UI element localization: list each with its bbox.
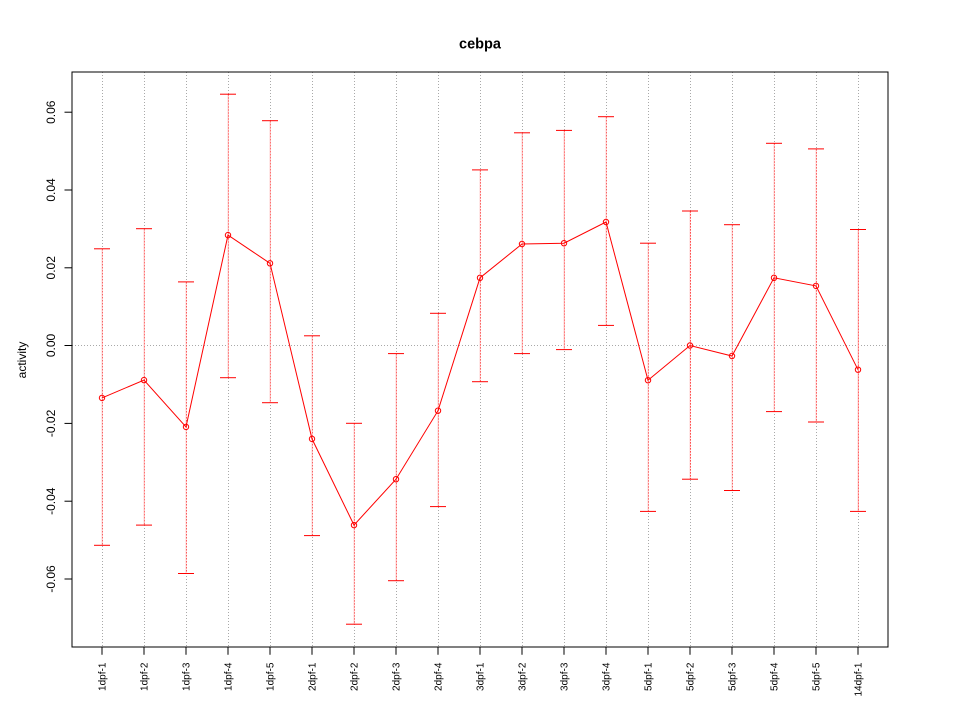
svg-text:5dpf-3: 5dpf-3 — [728, 662, 739, 691]
svg-text:0.00: 0.00 — [44, 333, 58, 357]
svg-text:5dpf-4: 5dpf-4 — [770, 662, 781, 691]
svg-text:3dpf-2: 3dpf-2 — [518, 662, 529, 691]
svg-text:2dpf-3: 2dpf-3 — [392, 662, 403, 691]
svg-text:1dpf-2: 1dpf-2 — [140, 662, 151, 691]
svg-text:2dpf-1: 2dpf-1 — [308, 662, 319, 691]
svg-text:3dpf-3: 3dpf-3 — [560, 662, 571, 691]
svg-text:1dpf-3: 1dpf-3 — [182, 662, 193, 691]
svg-text:activity: activity — [15, 342, 29, 379]
svg-text:5dpf-2: 5dpf-2 — [686, 662, 697, 691]
svg-text:-0.02: -0.02 — [44, 409, 58, 437]
svg-text:2dpf-2: 2dpf-2 — [350, 662, 361, 691]
svg-text:0.04: 0.04 — [44, 178, 58, 202]
svg-text:1dpf-4: 1dpf-4 — [224, 662, 235, 691]
svg-text:3dpf-1: 3dpf-1 — [476, 662, 487, 691]
svg-text:14dpf-1: 14dpf-1 — [854, 662, 865, 696]
svg-text:5dpf-5: 5dpf-5 — [812, 662, 823, 691]
svg-text:1dpf-1: 1dpf-1 — [98, 662, 109, 691]
svg-text:cebpa: cebpa — [459, 37, 502, 53]
svg-text:1dpf-5: 1dpf-5 — [266, 662, 277, 691]
svg-text:5dpf-1: 5dpf-1 — [644, 662, 655, 691]
svg-text:3dpf-4: 3dpf-4 — [602, 662, 613, 691]
svg-text:-0.04: -0.04 — [44, 487, 58, 515]
svg-text:-0.06: -0.06 — [44, 565, 58, 593]
svg-text:0.02: 0.02 — [44, 256, 58, 280]
svg-text:2dpf-4: 2dpf-4 — [434, 662, 445, 691]
svg-text:0.06: 0.06 — [44, 100, 58, 124]
